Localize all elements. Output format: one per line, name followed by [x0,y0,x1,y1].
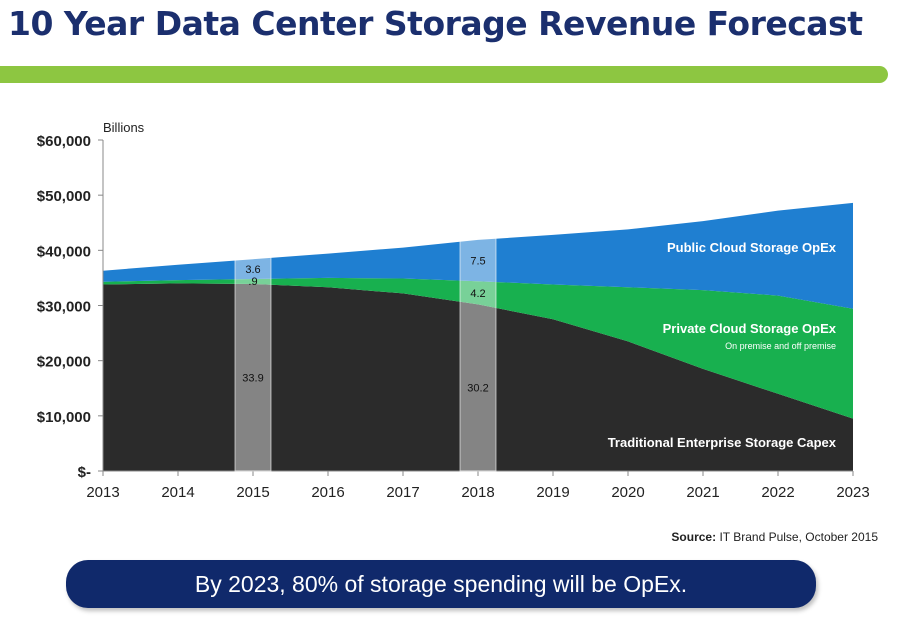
y-tick-label: $20,000 [37,354,91,371]
summary-banner: By 2023, 80% of storage spending will be… [66,560,816,608]
page-title: 10 Year Data Center Storage Revenue Fore… [8,4,863,43]
source-label: Source: [671,530,717,544]
x-tick-label: 2017 [386,484,419,501]
area-2 [103,202,853,309]
callout-label: 30.2 [467,383,488,395]
y-axis-label: Billions [103,120,145,135]
area-1 [103,277,853,419]
source-text: IT Brand Pulse, October 2015 [719,530,878,544]
callout-column [234,254,272,472]
callout-label: 3.6 [245,264,260,276]
x-tick-label: 2018 [461,484,494,501]
x-tick-label: 2022 [761,484,794,501]
title-accent-bar [0,66,888,83]
series-label-public-cloud: Public Cloud Storage OpEx [667,240,837,255]
series-note-private-cloud: On premise and off premise [725,341,836,351]
callout-label: 4.2 [470,288,485,300]
series-label-traditional: Traditional Enterprise Storage Capex [608,435,837,450]
x-tick-label: 2021 [686,484,719,501]
x-tick-label: 2020 [611,484,644,501]
x-tick-label: 2014 [161,484,194,501]
source-note: Source: IT Brand Pulse, October 2015 [671,530,878,544]
area-0 [103,283,853,471]
x-tick-label: 2016 [311,484,344,501]
x-tick-label: 2019 [536,484,569,501]
y-tick-label: $10,000 [37,409,91,426]
y-tick-label: $60,000 [37,133,91,150]
callout-label: 33.9 [242,372,263,384]
y-tick-label: $40,000 [37,243,91,260]
callout-label: 7.5 [470,256,485,268]
stacked-area-chart: $- $10,000 $20,000 $30,000 $40,000 $50,000 $60… [37,120,870,501]
x-tick-label: 2015 [236,484,269,501]
y-tick-label: $- [78,464,91,481]
x-tick-label: 2023 [836,484,869,501]
y-tick-label: $50,000 [37,188,91,205]
callout-label: .9 [248,276,257,288]
y-tick-label: $30,000 [37,299,91,316]
series-label-private-cloud: Private Cloud Storage OpEx [663,321,837,336]
x-tick-label: 2013 [86,484,119,501]
callout-column [459,235,497,472]
